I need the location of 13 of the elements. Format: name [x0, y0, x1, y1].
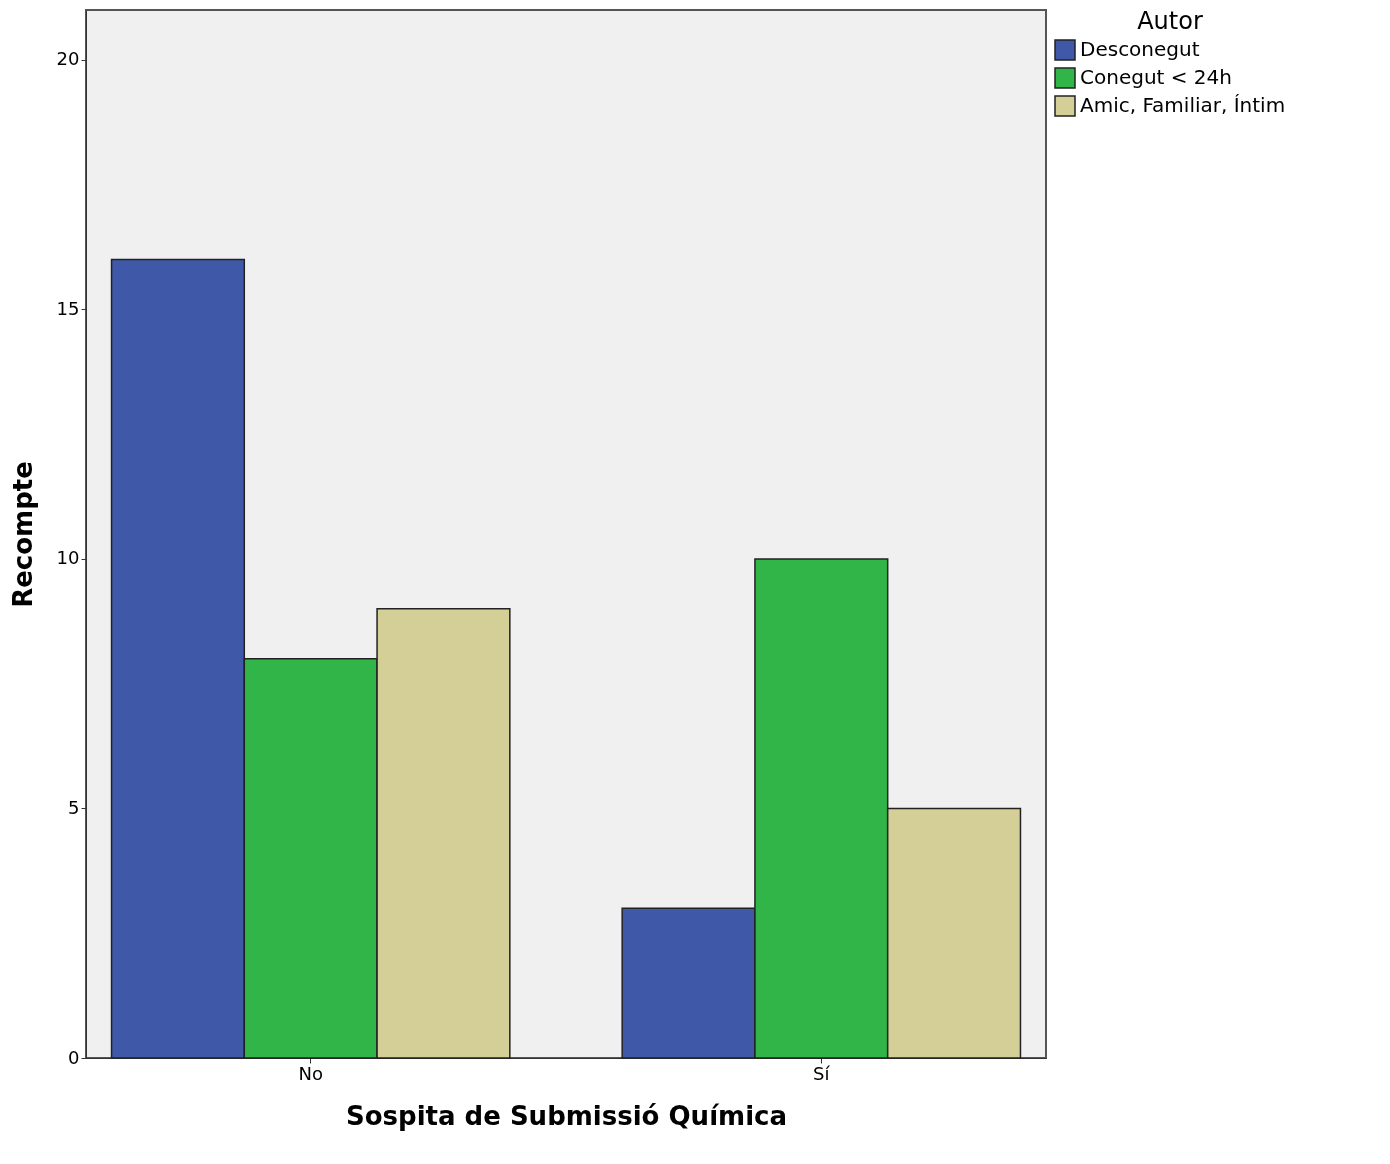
legend-label: Desconegut	[1080, 37, 1200, 61]
y-tick-label: 15	[56, 297, 80, 319]
y-tick-label: 5	[68, 796, 80, 818]
y-tick-label: 10	[56, 547, 80, 569]
x-axis-title: Sospita de Submissió Química	[345, 1100, 788, 1131]
legend-label: Amic, Familiar, Íntim	[1080, 93, 1286, 117]
x-tick-label: No	[298, 1062, 323, 1084]
legend-label: Conegut < 24h	[1080, 65, 1232, 89]
y-axis-title: Recompte	[7, 461, 38, 608]
legend-title: Autor	[1137, 7, 1203, 35]
y-tick-label: 0	[68, 1046, 80, 1068]
x-tick-label: Sí	[813, 1062, 831, 1084]
y-tick-label: 20	[56, 48, 80, 70]
